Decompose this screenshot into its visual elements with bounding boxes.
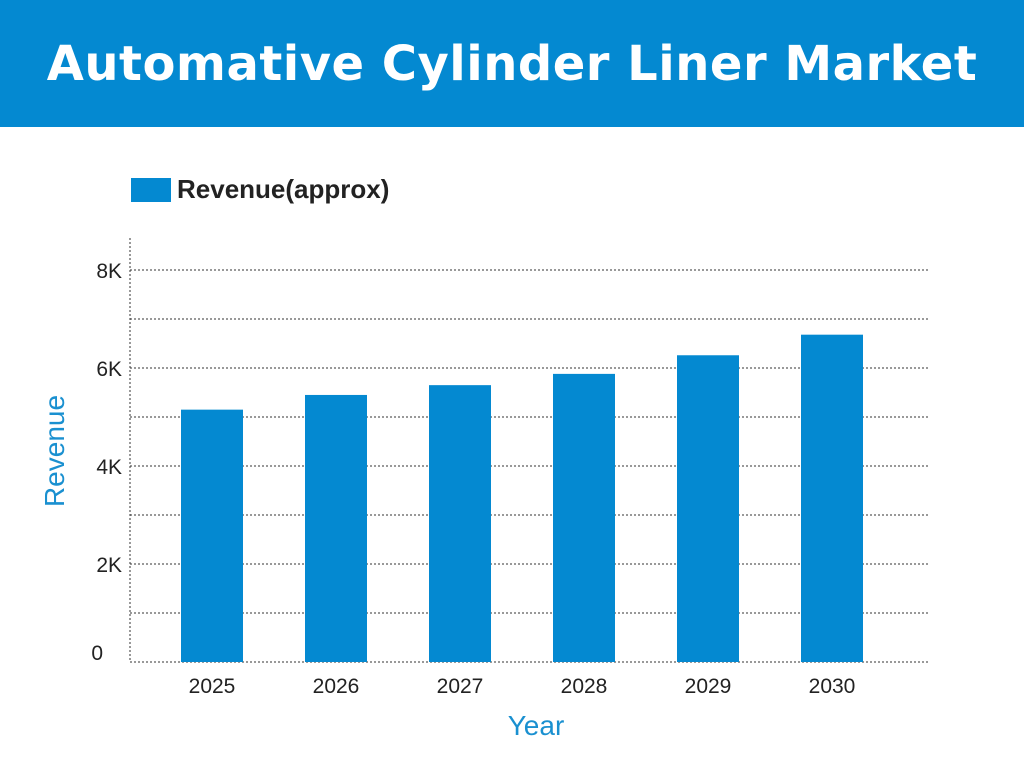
bar-2026: [305, 394, 367, 662]
bar-2025: [181, 409, 243, 662]
bar-2028: [553, 373, 615, 662]
x-tick-labels: 2025 2026 2027 2028 2029 2030: [189, 675, 856, 698]
y-axis-title: Revenue: [39, 395, 70, 507]
y-tick-label: 2K: [96, 554, 122, 577]
y-tick-label: 0: [91, 642, 103, 665]
chart-title: Automative Cylinder Liner Market: [46, 35, 978, 92]
y-tick-label: 6K: [96, 358, 122, 381]
y-tick-label: 8K: [96, 260, 122, 283]
bar-2029: [677, 355, 739, 662]
x-tick-label: 2025: [189, 675, 236, 698]
legend-swatch: [131, 177, 171, 202]
x-tick-label: 2030: [809, 675, 856, 698]
title-banner: Automative Cylinder Liner Market: [0, 0, 1024, 127]
bar-2027: [429, 385, 491, 662]
legend: Revenue(approx): [131, 174, 389, 205]
y-tick-label: 4K: [96, 456, 122, 479]
legend-label: Revenue(approx): [177, 174, 390, 204]
bar-2030: [801, 334, 863, 662]
x-tick-label: 2028: [561, 675, 608, 698]
axes: [129, 238, 928, 663]
y-tick-labels: 0 2K 4K 6K 8K: [91, 260, 122, 665]
bars: [181, 334, 863, 662]
x-tick-label: 2029: [685, 675, 732, 698]
x-axis-title: Year: [508, 710, 565, 741]
x-tick-label: 2026: [313, 675, 360, 698]
grid-lines: [130, 269, 928, 614]
x-tick-label: 2027: [437, 675, 484, 698]
